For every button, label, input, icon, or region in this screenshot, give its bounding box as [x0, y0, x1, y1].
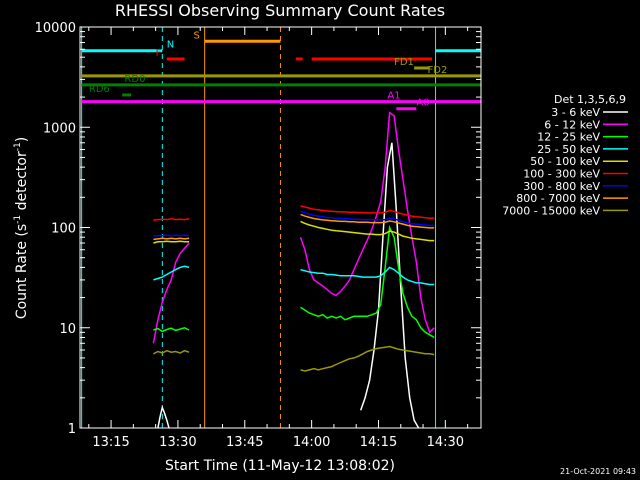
x-axis-label: Start Time (11-May-12 13:08:02) [165, 458, 395, 474]
series-line-7-seg1 [153, 237, 190, 241]
series-line-5-seg2 [300, 204, 435, 219]
flag-label-a1: A1 [387, 91, 400, 102]
x-tick-label: 14:30 [427, 435, 464, 450]
legend-entry-label: 100 - 300 keV [523, 168, 600, 181]
series-lines [152, 111, 435, 428]
legend-entry-label: 50 - 100 keV [530, 155, 600, 168]
y-tick-label: 1000 [43, 121, 76, 136]
y-tick-label: 10000 [35, 21, 76, 36]
x-axis: 13:15 13:30 13:45 14:00 14:15 14:30 [88, 27, 469, 450]
flag-label-fd1: FD1 [394, 57, 414, 68]
series-line-6-seg1 [153, 234, 190, 237]
legend-entry-label: 300 - 800 keV [523, 180, 600, 193]
series-line-5-seg1 [153, 218, 190, 222]
y-tick-label: 1 [68, 422, 76, 437]
series-line-6-seg2 [300, 210, 435, 227]
chart-title: RHESSI Observing Summary Count Rates [114, 1, 446, 20]
series-line-1-seg1 [152, 242, 190, 344]
series-line-3-seg2 [300, 266, 435, 286]
flag-label-a0: A0 [416, 98, 429, 109]
legend-entry-label: 6 - 12 keV [544, 118, 600, 131]
series-line-7-seg2 [300, 213, 435, 229]
x-tick-label: 13:45 [226, 435, 263, 450]
y-tick-label: 100 [51, 222, 76, 237]
x-tick-label: 13:30 [159, 435, 196, 450]
legend-entry-label: 25 - 50 keV [537, 143, 600, 156]
flag-label-n: N [167, 40, 174, 51]
legend-entry-label: 7000 - 15000 keV [502, 204, 600, 217]
flag-label-rd6: RD6 [89, 84, 110, 95]
series-line-4-seg2 [300, 220, 435, 242]
series-line-3-seg1 [153, 265, 190, 281]
x-tick-label: 13:15 [92, 435, 129, 450]
series-line-2-seg1 [153, 326, 190, 333]
flag-label-fd2: FD2 [428, 65, 448, 76]
x-tick-label: 14:15 [360, 435, 397, 450]
legend-entry-label: 3 - 6 keV [551, 106, 600, 119]
flag-label-rd0: RD0 [124, 74, 145, 85]
flag-bars: N S F FD1 FD2 RD0 RD6 A1 A0 [81, 30, 481, 111]
legend-entry-label: 12 - 25 keV [537, 131, 600, 144]
flag-label-s: S [194, 30, 200, 41]
y-axis: 1 10 100 1000 10000 [35, 21, 481, 437]
flag-label-f: F [156, 48, 162, 59]
y-tick-label: 10 [59, 322, 76, 337]
timestamp: 21-Oct-2021 09:43 [560, 467, 636, 476]
vertical-markers [81, 27, 437, 428]
series-line-8-seg2 [300, 345, 435, 372]
series-line-4-seg1 [153, 240, 190, 244]
series-line-1-seg2 [299, 111, 435, 334]
legend-title: Det 1,3,5,6,9 [554, 93, 626, 106]
series-line-0-seg1 [157, 405, 170, 428]
y-axis-label: Count Rate (s-1 detector-1) [13, 137, 30, 319]
legend-entry-label: 800 - 7000 keV [516, 192, 600, 205]
x-tick-label: 14:00 [293, 435, 330, 450]
series-line-2-seg2 [300, 224, 435, 339]
series-line-8-seg1 [153, 349, 190, 355]
series-line-0-seg2 [359, 142, 420, 428]
